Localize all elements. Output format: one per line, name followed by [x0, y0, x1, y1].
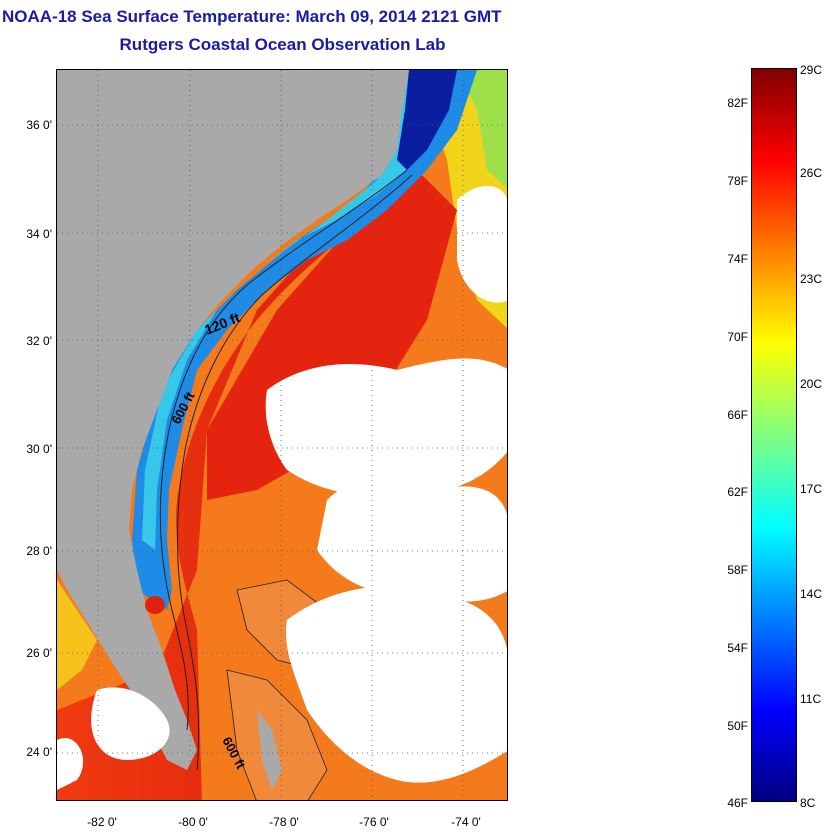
cloud-cover — [91, 687, 170, 760]
lon-tick-80: -80 0' — [178, 815, 208, 829]
colorbar-c-label: 20C — [800, 377, 823, 391]
cloud-cover — [286, 586, 507, 783]
colorbar-f-label: 66F — [727, 408, 748, 422]
continental-shelf-water — [132, 70, 477, 610]
colorbar-c-label: 8C — [800, 796, 816, 810]
colorbar-f-label: 50F — [727, 719, 748, 733]
lat-tick-36: 36 0' — [26, 118, 52, 132]
colorbar-f-label: 54F — [727, 641, 748, 655]
lat-tick-30: 30 0' — [26, 442, 52, 456]
lon-tick-78: -78 0' — [269, 815, 299, 829]
map-title: NOAA-18 Sea Surface Temperature: March 0… — [2, 7, 502, 26]
colorbar-f-label: 62F — [727, 485, 748, 499]
lake-okeechobee — [145, 596, 165, 614]
cloud-cover — [457, 186, 507, 303]
northeast-green-water — [457, 70, 507, 189]
temperature-colorbar — [751, 68, 797, 802]
lat-tick-32: 32 0' — [26, 334, 52, 348]
gulf-of-mexico-water — [57, 580, 97, 690]
andros-island — [257, 710, 282, 790]
colorbar-f-label: 46F — [727, 796, 748, 810]
lat-tick-28: 28 0' — [26, 544, 52, 558]
colorbar-f-label: 78F — [727, 174, 748, 188]
gulf-stream — [57, 165, 417, 800]
sst-map-graphic: 120 ft 600 ft 600 ft — [57, 70, 507, 800]
colorbar-c-label: 17C — [800, 482, 823, 496]
colorbar-f-label: 70F — [727, 330, 748, 344]
lat-tick-26: 26 0' — [26, 646, 52, 660]
colorbar-c-label: 23C — [800, 272, 823, 286]
colorbar-f-label: 74F — [727, 252, 748, 266]
graticule — [57, 70, 507, 800]
map-subtitle: Rutgers Coastal Ocean Observation Lab — [119, 35, 446, 54]
cloud-cover — [265, 358, 507, 494]
lon-tick-74: -74 0' — [451, 815, 481, 829]
colorbar-f-label: 82F — [727, 96, 748, 110]
land-mass — [57, 70, 409, 770]
colorbar-c-label: 29C — [800, 63, 823, 77]
contour-600ft — [177, 174, 413, 771]
colorbar-f-label: 58F — [727, 563, 748, 577]
lon-tick-82: -82 0' — [87, 815, 117, 829]
sst-map: 120 ft 600 ft 600 ft — [56, 69, 508, 801]
colorbar-c-label: 26C — [800, 166, 823, 180]
lat-tick-34: 34 0' — [26, 227, 52, 241]
colorbar-c-label: 14C — [800, 587, 823, 601]
contour-120ft — [159, 169, 408, 731]
lat-tick-24: 24 0' — [26, 745, 52, 759]
great-bahama-bank — [226, 669, 328, 800]
cloud-cover — [317, 476, 507, 602]
cold-inshore-water — [397, 70, 457, 170]
cloud-cover — [57, 738, 84, 790]
lon-tick-76: -76 0' — [359, 815, 389, 829]
colorbar-c-label: 11C — [800, 692, 822, 706]
